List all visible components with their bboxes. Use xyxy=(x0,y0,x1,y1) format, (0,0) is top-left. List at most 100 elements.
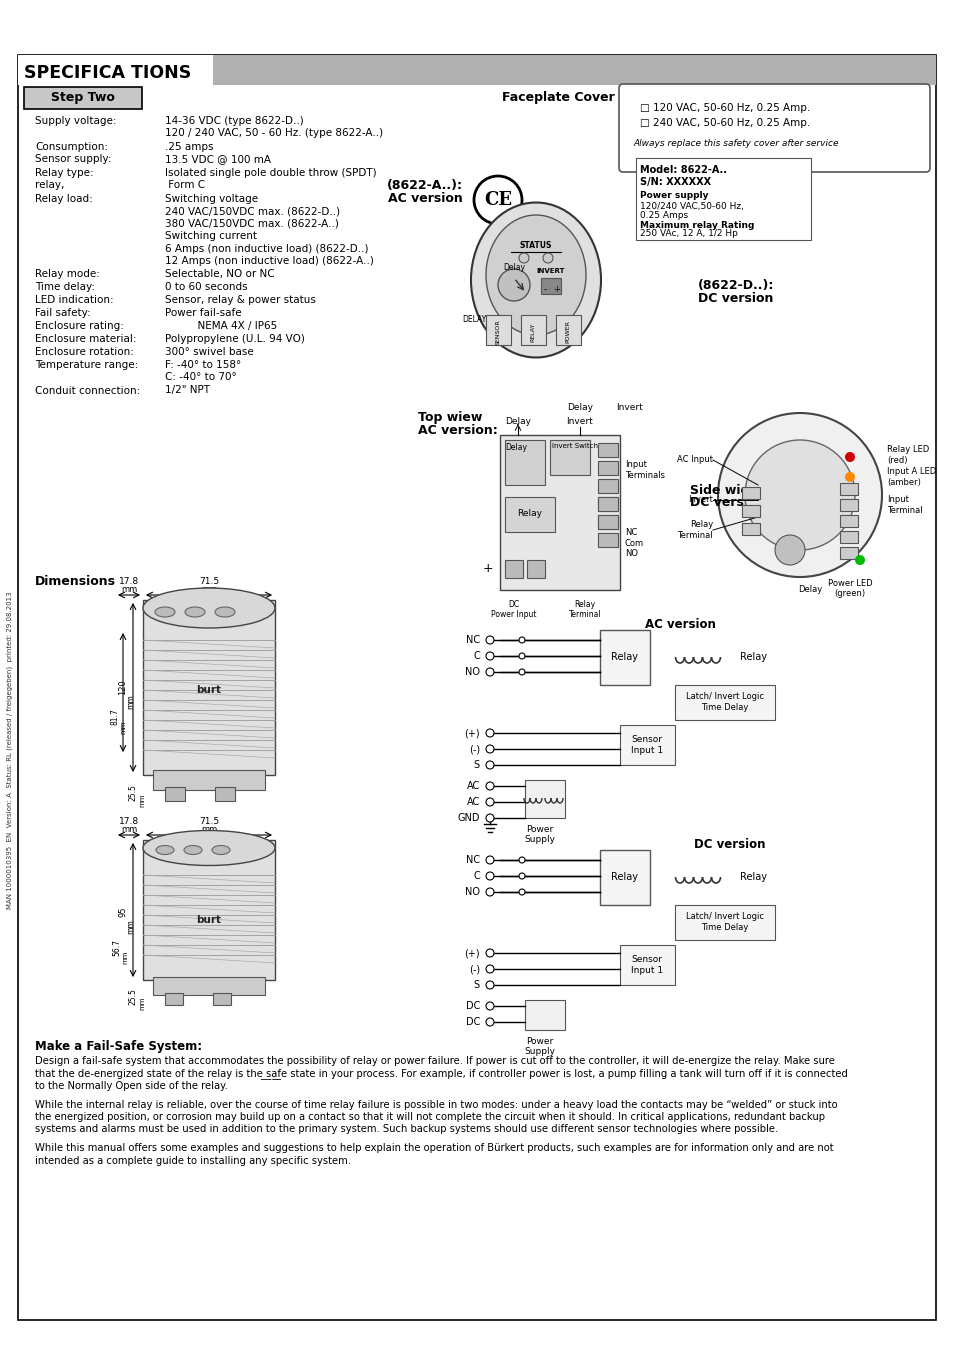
Bar xyxy=(598,480,618,493)
Ellipse shape xyxy=(156,846,173,854)
Text: 56.7: 56.7 xyxy=(112,939,121,955)
Text: mm: mm xyxy=(139,793,145,807)
Bar xyxy=(18,55,213,85)
Circle shape xyxy=(485,857,494,865)
Text: Input A LED
(amber): Input A LED (amber) xyxy=(886,467,935,486)
Text: While this manual offers some examples and suggestions to help explain the opera: While this manual offers some examples a… xyxy=(35,1143,833,1152)
Bar xyxy=(599,850,649,905)
Circle shape xyxy=(474,176,521,224)
Bar xyxy=(619,944,675,985)
Text: Temperature range:: Temperature range: xyxy=(35,359,138,370)
Circle shape xyxy=(518,638,524,643)
Ellipse shape xyxy=(154,607,174,617)
Bar xyxy=(143,600,274,775)
Text: □ 120 VAC, 50-60 Hz, 0.25 Amp.: □ 120 VAC, 50-60 Hz, 0.25 Amp. xyxy=(639,103,809,113)
Bar xyxy=(499,435,619,590)
Circle shape xyxy=(485,761,494,769)
Text: Switching current: Switching current xyxy=(165,231,256,240)
Bar xyxy=(675,905,774,940)
Bar xyxy=(524,780,564,817)
Circle shape xyxy=(485,1019,494,1025)
Circle shape xyxy=(485,744,494,753)
Text: While the internal relay is reliable, over the course of time relay failure is p: While the internal relay is reliable, ov… xyxy=(35,1100,837,1109)
Text: Relay type:: Relay type: xyxy=(35,168,93,177)
Text: Maximum relay Rating: Maximum relay Rating xyxy=(639,220,754,230)
FancyBboxPatch shape xyxy=(618,84,929,172)
Bar xyxy=(504,561,522,578)
Circle shape xyxy=(485,782,494,790)
Text: SPECIFICA TIONS: SPECIFICA TIONS xyxy=(24,63,191,82)
Bar xyxy=(598,497,618,511)
Circle shape xyxy=(485,1002,494,1011)
Circle shape xyxy=(518,857,524,863)
Text: DC version:: DC version: xyxy=(689,497,770,509)
Text: C: C xyxy=(473,871,479,881)
Bar xyxy=(840,515,857,527)
Text: Relay: Relay xyxy=(740,653,766,662)
Text: 6 Amps (non inductive load) (8622-D..): 6 Amps (non inductive load) (8622-D..) xyxy=(165,243,368,254)
Text: 14-36 VDC (type 8622-D..): 14-36 VDC (type 8622-D..) xyxy=(165,116,303,126)
Text: Supply voltage:: Supply voltage: xyxy=(35,116,116,126)
Bar xyxy=(18,55,935,85)
Text: Latch/ Invert Logic
Time Delay: Latch/ Invert Logic Time Delay xyxy=(685,692,763,712)
Bar xyxy=(504,440,544,485)
Circle shape xyxy=(844,453,854,462)
Text: NC: NC xyxy=(465,635,479,644)
Bar xyxy=(619,725,675,765)
Text: to the Normally Open side of the relay.: to the Normally Open side of the relay. xyxy=(35,1081,228,1092)
Text: RELAY: RELAY xyxy=(530,323,535,342)
Text: Faceplate Cover: Faceplate Cover xyxy=(501,92,614,104)
Text: NC: NC xyxy=(465,855,479,865)
Ellipse shape xyxy=(185,607,205,617)
Text: Enclosure rating:: Enclosure rating: xyxy=(35,322,124,331)
Bar xyxy=(143,840,274,979)
Bar xyxy=(213,993,231,1005)
Text: Sensor
Input 1: Sensor Input 1 xyxy=(630,735,662,755)
Circle shape xyxy=(497,269,530,301)
Text: -: - xyxy=(543,285,546,295)
Text: (8622-A..):: (8622-A..): xyxy=(387,178,462,192)
Text: Delay: Delay xyxy=(502,263,524,273)
Text: 250 VAc, 12 A, 1/2 Hp: 250 VAc, 12 A, 1/2 Hp xyxy=(639,230,737,239)
Text: +: + xyxy=(553,285,559,295)
Text: mm: mm xyxy=(139,996,145,1009)
Circle shape xyxy=(854,555,864,565)
Text: DC: DC xyxy=(465,1017,479,1027)
Text: .25 amps: .25 amps xyxy=(165,142,213,151)
Text: Side wiew: Side wiew xyxy=(689,484,760,497)
Text: (-): (-) xyxy=(468,965,479,974)
Circle shape xyxy=(744,440,854,550)
Text: Switching voltage: Switching voltage xyxy=(165,193,258,204)
Bar xyxy=(840,547,857,559)
Text: +: + xyxy=(482,562,493,574)
Text: Fail safety:: Fail safety: xyxy=(35,308,91,317)
Circle shape xyxy=(485,653,494,661)
Text: AC version: AC version xyxy=(387,192,462,204)
Bar xyxy=(550,440,589,476)
Text: mm: mm xyxy=(201,825,217,834)
Text: Delay: Delay xyxy=(797,585,821,594)
Bar xyxy=(504,497,555,532)
Circle shape xyxy=(485,798,494,807)
Text: AC: AC xyxy=(466,797,479,807)
Text: 120 / 240 VAC, 50 - 60 Hz. (type 8622-A..): 120 / 240 VAC, 50 - 60 Hz. (type 8622-A.… xyxy=(165,128,383,139)
Text: 25.5: 25.5 xyxy=(129,785,137,801)
Text: mm: mm xyxy=(201,585,217,594)
Text: systems and alarms must be used in addition to the primary system. Such backup s: systems and alarms must be used in addit… xyxy=(35,1124,778,1135)
Bar xyxy=(599,630,649,685)
Text: Sensor, relay & power status: Sensor, relay & power status xyxy=(165,295,315,305)
Text: the energized position, or corrosion may build up on a contact so that it will n: the energized position, or corrosion may… xyxy=(35,1112,824,1121)
Text: □ 240 VAC, 50-60 Hz, 0.25 Amp.: □ 240 VAC, 50-60 Hz, 0.25 Amp. xyxy=(639,118,809,128)
Bar xyxy=(741,505,760,517)
Text: Invert Switch: Invert Switch xyxy=(552,443,598,449)
Text: Design a fail-safe system that accommodates the possibility of relay or power fa: Design a fail-safe system that accommoda… xyxy=(35,1056,834,1066)
Text: Relay mode:: Relay mode: xyxy=(35,269,100,280)
Bar xyxy=(165,788,185,801)
Text: 0.25 Amps: 0.25 Amps xyxy=(639,211,687,219)
Text: NC
Com
NO: NC Com NO xyxy=(624,528,643,558)
Bar xyxy=(741,523,760,535)
Circle shape xyxy=(485,871,494,880)
Text: 300° swivel base: 300° swivel base xyxy=(165,347,253,357)
Text: Relay: Relay xyxy=(611,653,638,662)
Text: AC version: AC version xyxy=(644,619,715,631)
